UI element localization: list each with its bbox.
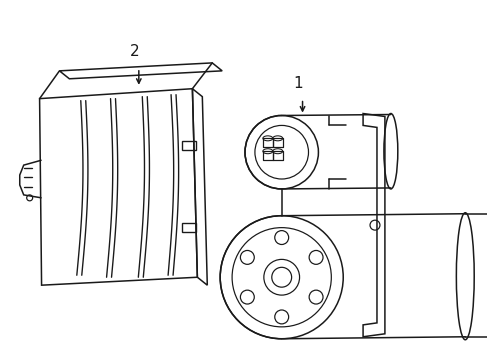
Text: 2: 2 — [130, 44, 140, 59]
Bar — [263, 138, 272, 147]
Bar — [182, 223, 196, 231]
Text: 1: 1 — [293, 76, 303, 91]
Bar — [272, 138, 282, 147]
Bar — [272, 151, 282, 160]
Bar — [182, 141, 196, 150]
Bar — [263, 151, 272, 160]
